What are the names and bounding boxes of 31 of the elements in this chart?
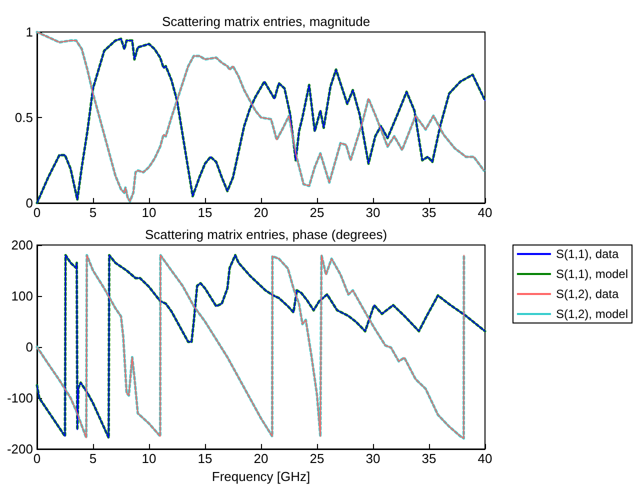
x-tick-label: 30 — [366, 205, 380, 220]
x-tick-label: 5 — [89, 205, 97, 220]
x-tick-label: 35 — [422, 205, 436, 220]
y-tick-label: 200 — [11, 238, 33, 252]
x-tick-label: 5 — [89, 451, 97, 466]
y-tick-label: -200 — [6, 442, 33, 456]
legend-label: S(1,1), model — [556, 267, 628, 281]
y-tick-label: 0 — [26, 196, 33, 210]
legend-label: S(1,2), data — [556, 287, 619, 301]
x-tick-label: 25 — [310, 205, 324, 220]
x-tick-label: 40 — [478, 451, 492, 466]
x-tick-label: 30 — [366, 451, 380, 466]
x-tick-label: 10 — [142, 451, 156, 466]
x-tick-label: 20 — [254, 451, 268, 466]
legend-label: S(1,2), model — [556, 307, 628, 321]
y-tick-label: 0 — [26, 340, 33, 354]
x-axis-title: Frequency [GHz] — [212, 468, 310, 484]
x-tick-label: 25 — [310, 451, 324, 466]
y-tick-label: 100 — [11, 288, 33, 304]
chart-title: Scattering matrix entries, magnitude — [162, 14, 370, 29]
legend-label: S(1,1), data — [556, 247, 619, 261]
chart-title: Scattering matrix entries, phase (degrees) — [144, 227, 388, 242]
x-tick-label: 35 — [422, 451, 436, 466]
x-tick-label: 15 — [198, 205, 212, 220]
y-tick-label: -100 — [6, 390, 33, 406]
x-tick-label: 20 — [254, 205, 268, 220]
y-tick-label: 0.5 — [14, 110, 33, 125]
y-tick-label: 1 — [26, 24, 33, 40]
x-tick-label: 40 — [478, 205, 492, 220]
x-tick-label: 10 — [142, 205, 156, 220]
x-tick-label: 15 — [198, 451, 212, 466]
